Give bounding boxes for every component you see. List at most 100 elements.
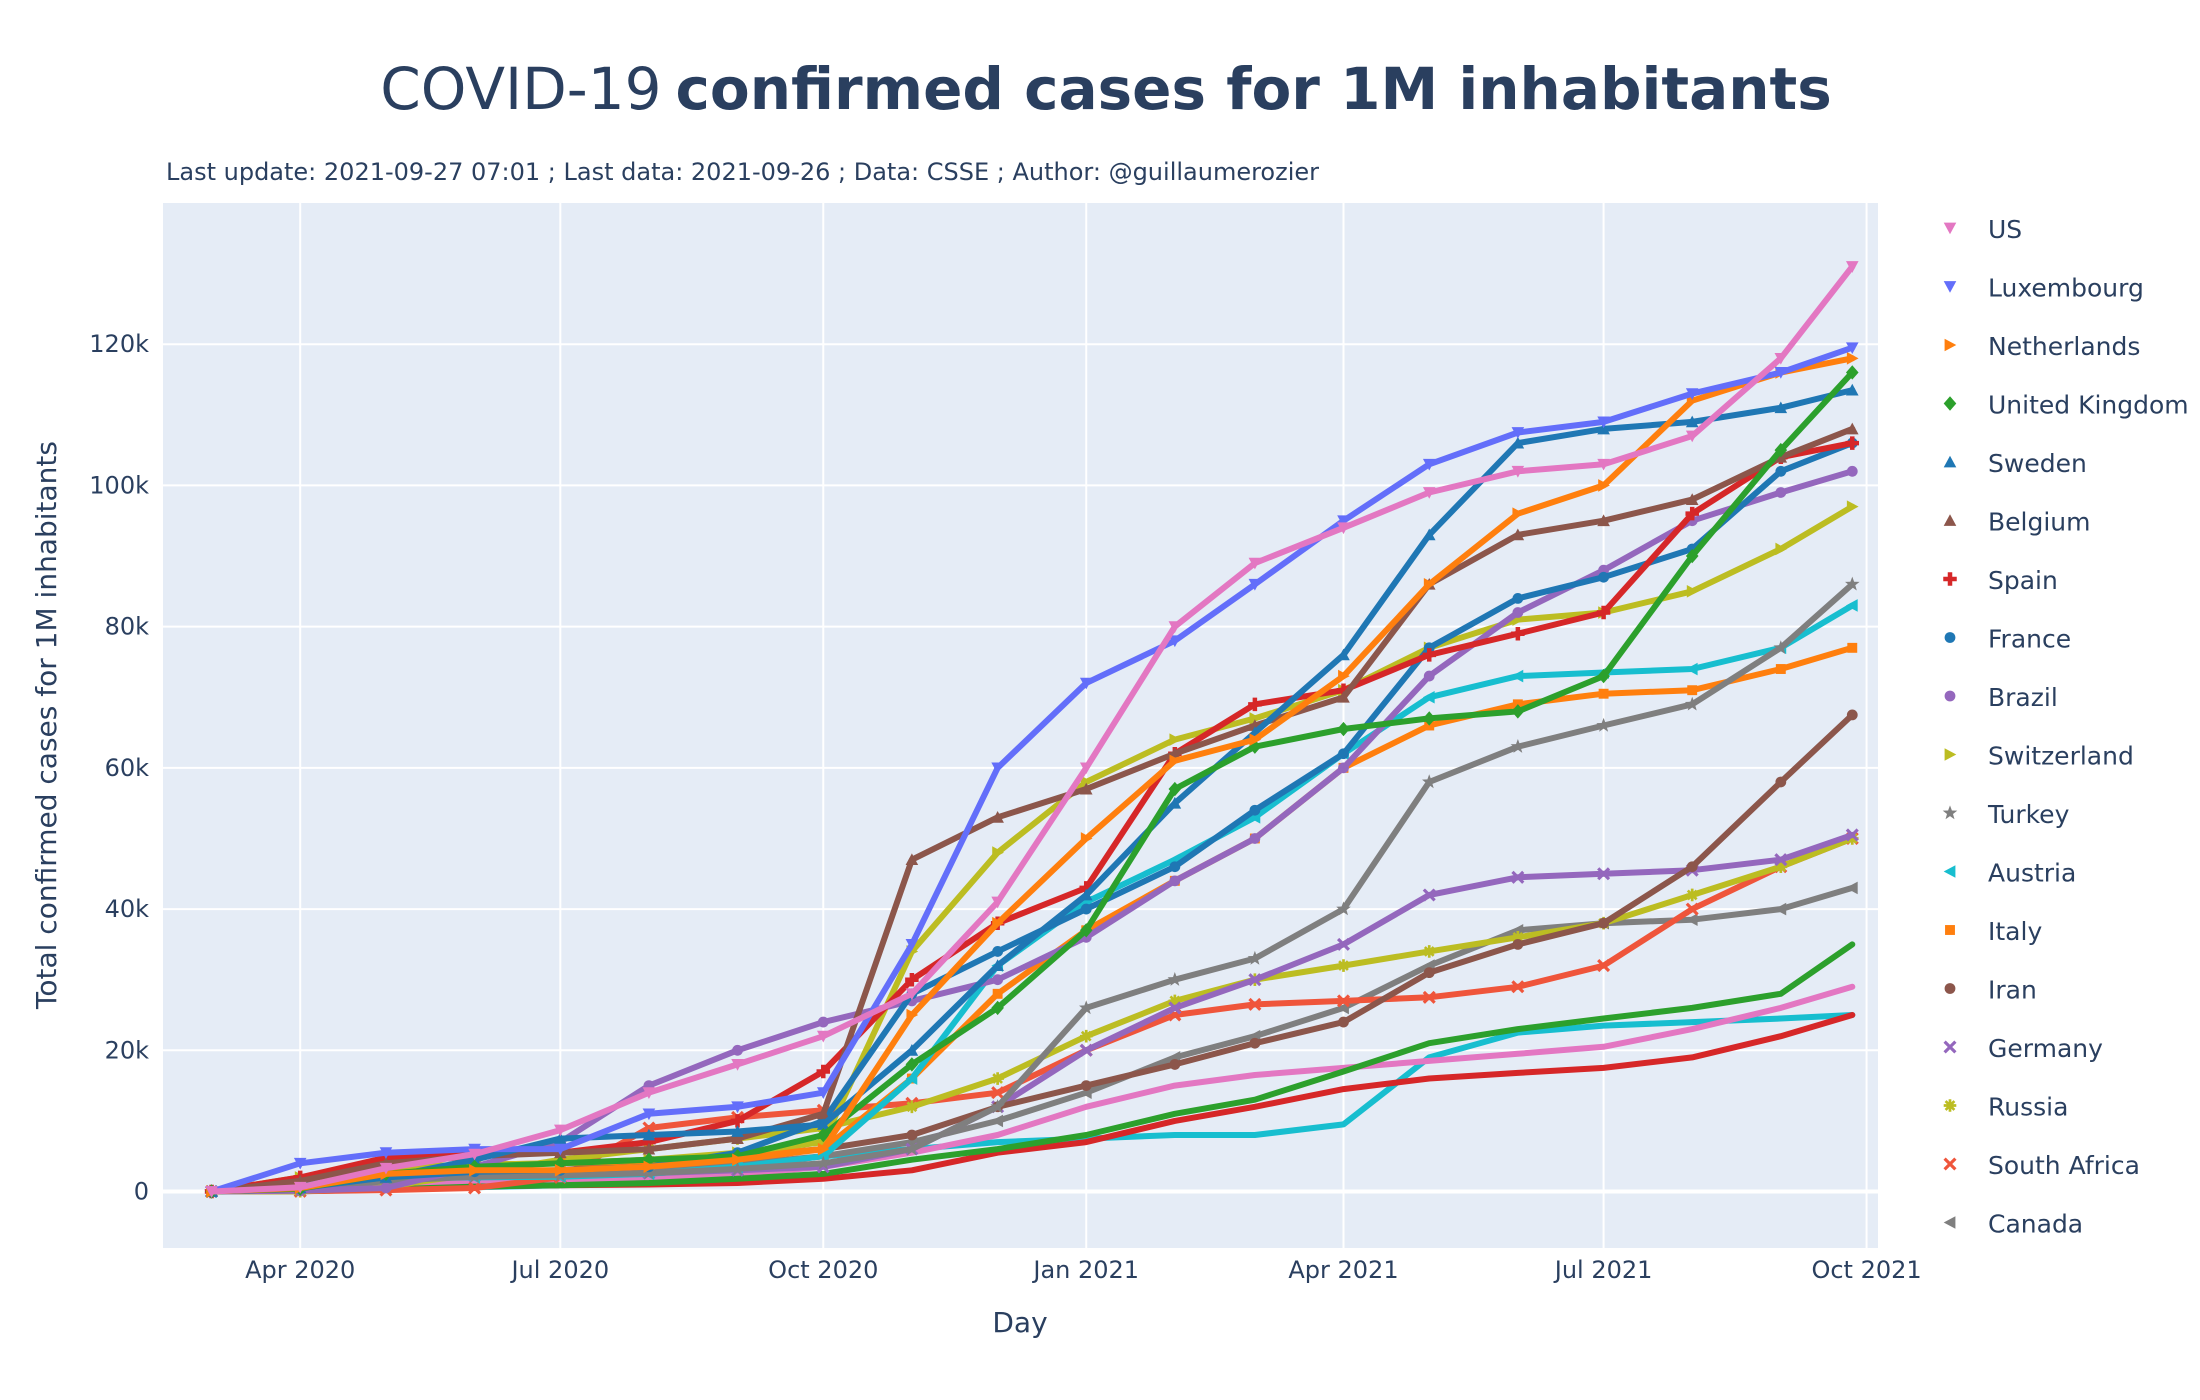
data-point: [1337, 648, 1350, 661]
data-point: [905, 1043, 919, 1056]
legend-marker-icon: [1944, 748, 1957, 761]
legend-marker-icon: [1943, 222, 1957, 235]
legend-item-austria[interactable]: Austria: [1943, 859, 2077, 888]
data-point: [1422, 990, 1436, 1004]
legend-item-luxembourg[interactable]: Luxembourg: [1943, 274, 2144, 303]
data-point: [1775, 487, 1787, 498]
data-point: [816, 1107, 830, 1120]
data-point: [905, 972, 919, 987]
legend-label: Netherlands: [1988, 332, 2140, 361]
data-point: [1684, 696, 1700, 711]
data-point: [1774, 853, 1788, 867]
legend-marker-icon: [1944, 690, 1956, 702]
legend-label: Turkey: [1987, 800, 2070, 829]
data-point: [732, 1044, 743, 1056]
legend-item-turkey[interactable]: Turkey: [1942, 800, 2070, 829]
data-point: [642, 1108, 656, 1121]
legend-item-germany[interactable]: Germany: [1943, 1034, 2104, 1063]
data-point: [1168, 994, 1182, 1008]
data-point: [642, 1135, 656, 1149]
data-point: [1080, 832, 1093, 845]
legend-label: Russia: [1988, 1093, 2068, 1122]
data-point: [1169, 733, 1182, 746]
data-point: [1845, 832, 1859, 845]
data-point: [293, 1157, 307, 1170]
data-point: [731, 1132, 744, 1144]
legend-item-russia[interactable]: Russia: [1943, 1093, 2069, 1122]
data-point: [731, 1125, 744, 1137]
data-point: [1686, 585, 1699, 598]
data-point: [379, 1162, 393, 1175]
data-point: [991, 1114, 1004, 1128]
data-point: [1422, 711, 1436, 726]
data-point: [992, 974, 1004, 986]
data-point: [816, 1030, 830, 1043]
x-tick-label: Jul 2020: [509, 1256, 609, 1284]
data-point: [1511, 669, 1524, 683]
series-lines: [204, 261, 1860, 1199]
legend-item-brazil[interactable]: Brazil: [1944, 683, 2058, 712]
series-line: [208, 468, 1856, 1195]
data-point: [554, 1124, 567, 1137]
data-point: [1597, 959, 1611, 973]
data-point: [1685, 506, 1699, 521]
legend-label: US: [1988, 215, 2022, 244]
data-point: [1167, 972, 1183, 986]
data-point: [1168, 781, 1182, 797]
legend-item-belgium[interactable]: Belgium: [1943, 508, 2091, 537]
x-tick-label: Oct 2021: [1811, 1256, 1921, 1284]
data-point: [1775, 542, 1788, 556]
data-point: [1845, 599, 1858, 612]
legend-marker-icon: [1945, 925, 1955, 935]
data-point: [1080, 903, 1092, 915]
legend-item-south-africa[interactable]: South Africa: [1943, 1151, 2140, 1180]
data-point: [1079, 888, 1093, 901]
x-tick-label: Jan 2021: [1031, 1256, 1139, 1284]
y-tick-label: 100k: [89, 471, 149, 499]
data-point: [991, 810, 1004, 823]
data-point: [468, 1181, 482, 1195]
data-point: [732, 1153, 744, 1167]
data-point: [1422, 888, 1436, 902]
data-point: [1511, 704, 1525, 719]
data-point: [1512, 607, 1524, 618]
legend-item-netherlands[interactable]: Netherlands: [1944, 332, 2141, 361]
legend-item-united-kingdom[interactable]: United Kingdom: [1943, 391, 2189, 420]
data-point: [1596, 717, 1611, 732]
legend-item-iran[interactable]: Iran: [1944, 976, 2037, 1005]
data-point: [991, 1072, 1004, 1085]
legend-label: South Africa: [1988, 1151, 2140, 1180]
data-point: [1079, 881, 1093, 895]
data-point: [816, 1127, 830, 1143]
legend-marker-icon: [1944, 632, 1956, 643]
legend-marker-icon: [1942, 805, 1958, 820]
y-tick-label: 20k: [105, 1036, 150, 1064]
legend-marker-icon: [1943, 455, 1957, 468]
data-point: [905, 853, 919, 866]
data-point: [1685, 493, 1699, 505]
legend-item-france[interactable]: France: [1944, 625, 2072, 654]
legend-label: Italy: [1988, 917, 2042, 946]
series-line: [208, 369, 1856, 1195]
legend-item-sweden[interactable]: Sweden: [1943, 449, 2087, 478]
data-point: [1598, 479, 1610, 492]
series-line: [208, 835, 1856, 1195]
legend-item-canada[interactable]: Canada: [1943, 1210, 2083, 1239]
data-point: [730, 1161, 745, 1176]
data-point: [1336, 937, 1351, 951]
x-tick-label: Apr 2020: [245, 1256, 355, 1284]
legend-marker-icon: [1943, 514, 1957, 526]
data-point: [730, 1114, 745, 1128]
legend-item-switzerland[interactable]: Switzerland: [1944, 742, 2134, 771]
data-point: [906, 1129, 918, 1141]
data-point: [1248, 578, 1262, 591]
legend-label: Luxembourg: [1988, 274, 2144, 303]
legend-label: Canada: [1988, 1210, 2083, 1239]
legend-item-italy[interactable]: Italy: [1945, 917, 2042, 946]
legend-item-spain[interactable]: Spain: [1943, 566, 2058, 595]
data-point: [468, 1148, 481, 1161]
data-point: [992, 946, 1004, 957]
legend-item-us[interactable]: US: [1943, 215, 2022, 244]
data-point: [1846, 465, 1858, 477]
chart-title-bold: confirmed cases for 1M inhabitants: [676, 55, 1832, 123]
